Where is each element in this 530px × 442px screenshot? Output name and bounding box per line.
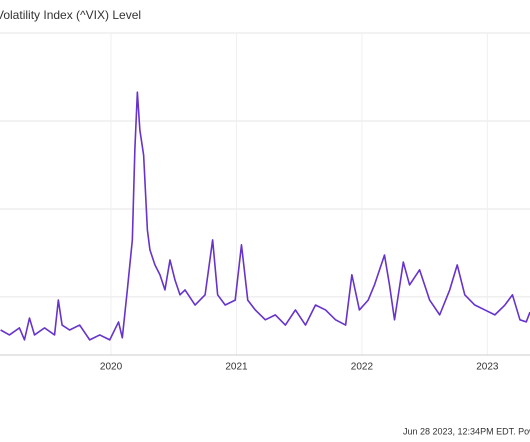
x-tick-label: 2023 xyxy=(476,362,499,373)
x-tick-label: 2021 xyxy=(225,362,248,373)
line xyxy=(0,91,530,341)
footer: Jun 28 2023, 12:34PM EDT. Powered by YCH… xyxy=(403,426,530,436)
x-tick-label: 2020 xyxy=(100,362,123,373)
chart-title: Volatility Index (^VIX) Level xyxy=(0,8,141,22)
x-tick-label: 2022 xyxy=(351,362,374,373)
